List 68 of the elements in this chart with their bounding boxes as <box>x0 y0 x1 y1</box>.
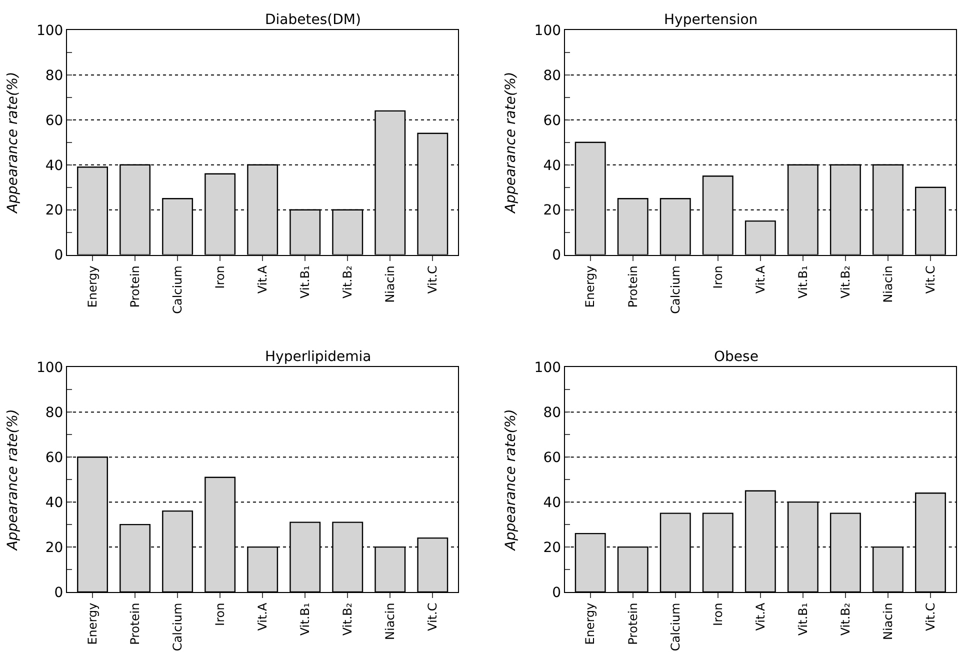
x-tick-label: Niacin <box>880 602 895 640</box>
x-tick-label: Vit.C <box>426 602 440 631</box>
x-tick-label: Calcium <box>668 266 682 314</box>
y-tick-label: 20 <box>543 540 562 556</box>
x-tick-label: Vit.B₁ <box>796 602 810 636</box>
y-tick-label: 100 <box>534 360 562 376</box>
x-tick-label: Vit.B₁ <box>298 602 312 636</box>
x-tick-label: Calcium <box>170 602 184 652</box>
chart-title: Hyperlipidemia <box>265 349 372 365</box>
x-tick-label: Niacin <box>383 266 398 303</box>
y-tick-label: 0 <box>54 584 64 601</box>
y-axis-title: Appearance rate(%) <box>5 409 22 552</box>
y-tick-label: 60 <box>45 112 64 129</box>
y-axis-title: Appearance rate(%) <box>502 409 519 552</box>
y-tick-label: 60 <box>45 450 64 466</box>
x-tick-label: Vit.B₁ <box>796 265 810 298</box>
x-tick-label: Niacin <box>383 602 398 640</box>
y-tick-label: 20 <box>45 540 64 556</box>
x-tick-label: Vit.A <box>255 264 270 294</box>
chart-title: Diabetes(DM) <box>265 12 361 28</box>
x-tick-label: Vit.C <box>923 602 938 631</box>
x-tick-label: Vit.B₂ <box>340 265 355 298</box>
x-tick-label: Energy <box>85 602 100 645</box>
y-axis-title: Appearance rate(%) <box>502 72 519 214</box>
y-tick-label: 100 <box>36 360 64 376</box>
x-tick-label: Energy <box>583 266 598 308</box>
x-tick-label: Iron <box>710 266 725 289</box>
y-tick-label: 40 <box>45 494 64 511</box>
y-tick-label: 0 <box>54 248 64 264</box>
x-tick-label: Energy <box>583 602 598 645</box>
x-tick-label: Vit.A <box>753 602 768 631</box>
chart-title: Hypertension <box>664 12 758 28</box>
x-tick-label: Vit.B₂ <box>838 602 852 636</box>
y-tick-label: 60 <box>543 112 562 129</box>
y-tick-label: 80 <box>543 405 562 422</box>
x-tick-label: Vit.C <box>426 266 440 294</box>
x-tick-label: Vit.B₂ <box>340 602 355 636</box>
x-tick-label: Vit.C <box>923 266 938 294</box>
x-tick-label: Iron <box>710 602 725 626</box>
x-tick-label: Vit.A <box>255 602 270 631</box>
x-tick-label: Protein <box>626 602 640 645</box>
y-tick-label: 60 <box>543 450 562 466</box>
x-tick-label: Vit.B₁ <box>298 265 312 298</box>
y-tick-label: 20 <box>543 202 562 219</box>
x-tick-label: Protein <box>626 266 640 308</box>
y-tick-label: 20 <box>45 202 64 219</box>
y-tick-label: 40 <box>543 158 562 174</box>
y-tick-label: 80 <box>45 68 64 84</box>
y-axis-title: Appearance rate(%) <box>5 72 22 214</box>
x-tick-label: Vit.A <box>753 264 768 294</box>
y-tick-label: 80 <box>45 405 64 422</box>
x-tick-label: Niacin <box>880 266 895 303</box>
chart-title: Obese <box>714 349 758 365</box>
x-tick-label: Vit.B₂ <box>838 265 852 298</box>
x-tick-label: Protein <box>128 602 142 645</box>
y-tick-label: 40 <box>45 158 64 174</box>
x-tick-label: Iron <box>212 602 227 626</box>
y-tick-label: 100 <box>534 22 562 39</box>
x-tick-label: Calcium <box>170 266 184 314</box>
y-tick-label: 100 <box>36 22 64 39</box>
y-tick-label: 0 <box>552 584 562 601</box>
x-tick-label: Protein <box>128 266 142 308</box>
x-tick-label: Iron <box>212 266 227 289</box>
y-tick-label: 80 <box>543 68 562 84</box>
x-tick-label: Calcium <box>668 602 682 652</box>
y-tick-label: 0 <box>552 248 562 264</box>
x-tick-label: Energy <box>85 266 100 308</box>
y-tick-label: 40 <box>543 494 562 511</box>
